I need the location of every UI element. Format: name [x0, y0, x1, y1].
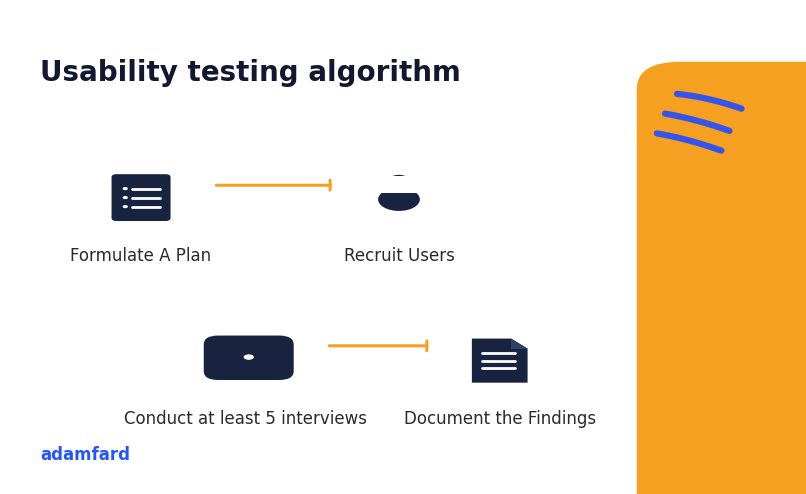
- FancyBboxPatch shape: [637, 62, 806, 494]
- FancyBboxPatch shape: [204, 335, 293, 380]
- FancyBboxPatch shape: [370, 175, 428, 193]
- Polygon shape: [472, 338, 528, 383]
- Text: Usability testing algorithm: Usability testing algorithm: [40, 59, 461, 87]
- Circle shape: [123, 196, 128, 199]
- Circle shape: [386, 175, 412, 191]
- Text: Conduct at least 5 interviews: Conduct at least 5 interviews: [124, 410, 368, 427]
- Text: Formulate A Plan: Formulate A Plan: [70, 247, 212, 264]
- Text: adamfard: adamfard: [40, 447, 131, 464]
- Circle shape: [209, 363, 235, 378]
- FancyBboxPatch shape: [111, 174, 171, 221]
- Polygon shape: [511, 338, 528, 349]
- Text: Recruit Users: Recruit Users: [343, 247, 455, 264]
- Circle shape: [123, 187, 128, 190]
- Text: Document the Findings: Document the Findings: [404, 410, 596, 427]
- Ellipse shape: [378, 188, 420, 211]
- Circle shape: [245, 355, 253, 360]
- Circle shape: [246, 355, 254, 360]
- Circle shape: [123, 205, 128, 208]
- Circle shape: [243, 355, 251, 360]
